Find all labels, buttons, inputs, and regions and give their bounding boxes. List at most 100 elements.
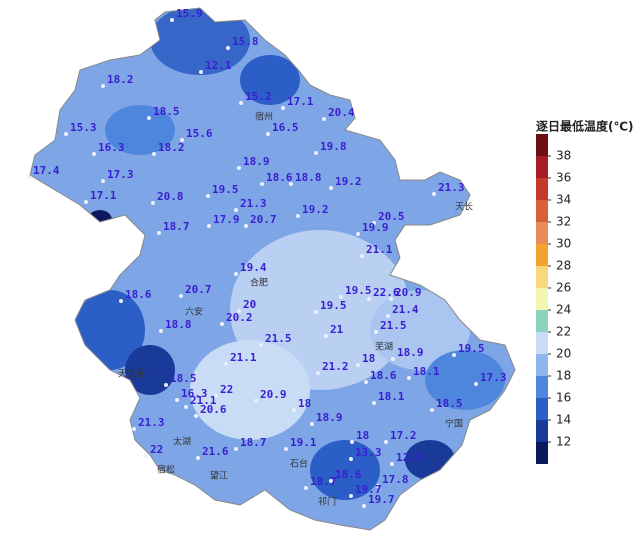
legend-tick-label: 16 <box>556 391 571 405</box>
station-temperature: 19.4 <box>240 261 267 274</box>
legend-color-bin <box>536 288 548 310</box>
legend-color-bin <box>536 420 548 442</box>
legend-color-bin <box>536 178 548 200</box>
station-dot <box>376 484 380 488</box>
station-dot <box>237 166 241 170</box>
station-dot <box>206 194 210 198</box>
station-dot <box>199 70 203 74</box>
station-temperature: 17.3 <box>480 371 507 384</box>
station-dot <box>356 363 360 367</box>
station-temperature: 19.5 <box>458 342 485 355</box>
station-temperature: 20.6 <box>200 403 227 416</box>
station-temperature: 18.7 <box>310 475 337 488</box>
station-temperature: 18.1 <box>413 365 440 378</box>
station-dot <box>349 494 353 498</box>
station-dot <box>84 200 88 204</box>
legend-color-bin <box>536 442 548 464</box>
legend-tick-label: 34 <box>556 193 571 207</box>
station-dot <box>314 310 318 314</box>
station-temperature: 16.3 <box>181 387 208 400</box>
station-temperature: 18.5 <box>170 372 197 385</box>
station-dot <box>314 151 318 155</box>
station-dot <box>390 462 394 466</box>
legend-tick-label: 20 <box>556 347 571 361</box>
station-dot <box>339 295 343 299</box>
station-temperature: 19.5 <box>320 299 347 312</box>
station-dot <box>244 224 248 228</box>
station-temperature: 15.8 <box>232 35 259 48</box>
station-temperature: 21.3 <box>240 197 267 210</box>
station-temperature: 18.6 <box>125 288 152 301</box>
station-temperature: 18.7 <box>240 436 267 449</box>
legend-title: 逐日最低温度(℃) <box>536 119 634 134</box>
station-dot <box>432 192 436 196</box>
place-name: 六安 <box>185 306 203 318</box>
station-dot <box>239 101 243 105</box>
station-temperature: 19.5 <box>212 183 239 196</box>
legend-color-bin <box>536 310 548 332</box>
station-dot <box>281 106 285 110</box>
station-dot <box>284 447 288 451</box>
station-dot <box>184 405 188 409</box>
station-dot <box>152 152 156 156</box>
station-temperature: 18.9 <box>243 155 270 168</box>
station-dot <box>372 221 376 225</box>
legend-color-bin <box>536 332 548 354</box>
station-temperature: 22.6 <box>373 286 400 299</box>
station-temperature: 18.6 <box>266 171 293 184</box>
station-dot <box>329 479 333 483</box>
station-dot <box>349 457 353 461</box>
station-temperature: 19.8 <box>320 140 347 153</box>
legend-tick-label: 38 <box>556 149 571 163</box>
legend-tick-label: 14 <box>556 413 571 427</box>
station-dot <box>391 357 395 361</box>
station-temperature: 17.1 <box>287 95 314 108</box>
station-temperature: 18 <box>356 429 369 442</box>
station-temperature: 18.2 <box>158 141 185 154</box>
station-dot <box>329 186 333 190</box>
station-dot <box>389 297 393 301</box>
station-temperature: 16.3 <box>98 141 125 154</box>
station-dot <box>266 132 270 136</box>
station-dot <box>27 175 31 179</box>
station-dot <box>384 440 388 444</box>
station-temperature: 19.2 <box>302 203 329 216</box>
place-name: 望江 <box>210 470 228 482</box>
station-dot <box>147 116 151 120</box>
station-temperature: 21.4 <box>392 303 419 316</box>
station-dot <box>151 201 155 205</box>
station-temperature: 15.9 <box>176 7 203 20</box>
legend-color-bin <box>536 134 548 156</box>
legend-tick-label: 28 <box>556 259 571 273</box>
station-temperature: 20.7 <box>185 283 212 296</box>
station-temperature: 17.9 <box>213 213 240 226</box>
legend-color-bin <box>536 200 548 222</box>
station-dot <box>292 408 296 412</box>
station-temperature: 20.8 <box>157 190 184 203</box>
station-dot <box>207 224 211 228</box>
station-dot <box>132 427 136 431</box>
station-temperature: 18.6 <box>335 468 362 481</box>
station-dot <box>226 46 230 50</box>
station-temperature: 19.7 <box>368 493 395 506</box>
station-temperature: 19.5 <box>345 284 372 297</box>
legend-color-bin <box>536 222 548 244</box>
station-temperature: 13.3 <box>355 446 382 459</box>
place-name: 宁国 <box>445 418 463 430</box>
station-temperature: 17.2 <box>390 429 417 442</box>
station-temperature: 19.7 <box>355 483 382 496</box>
station-temperature: 21.5 <box>380 319 407 332</box>
place-name: 祁门 <box>318 496 336 508</box>
station-temperature: 20.5 <box>378 210 405 223</box>
station-temperature: 17.4 <box>33 164 60 177</box>
place-name: 芜湖 <box>375 341 393 353</box>
station-temperature: 19.9 <box>362 221 389 234</box>
station-temperature: 17.8 <box>382 473 409 486</box>
station-temperature: 18.1 <box>378 390 405 403</box>
station-dot <box>214 394 218 398</box>
station-temperature: 20.9 <box>395 286 422 299</box>
legend-color-bin <box>536 398 548 420</box>
place-name: 石台 <box>290 458 308 470</box>
station-dot <box>367 297 371 301</box>
